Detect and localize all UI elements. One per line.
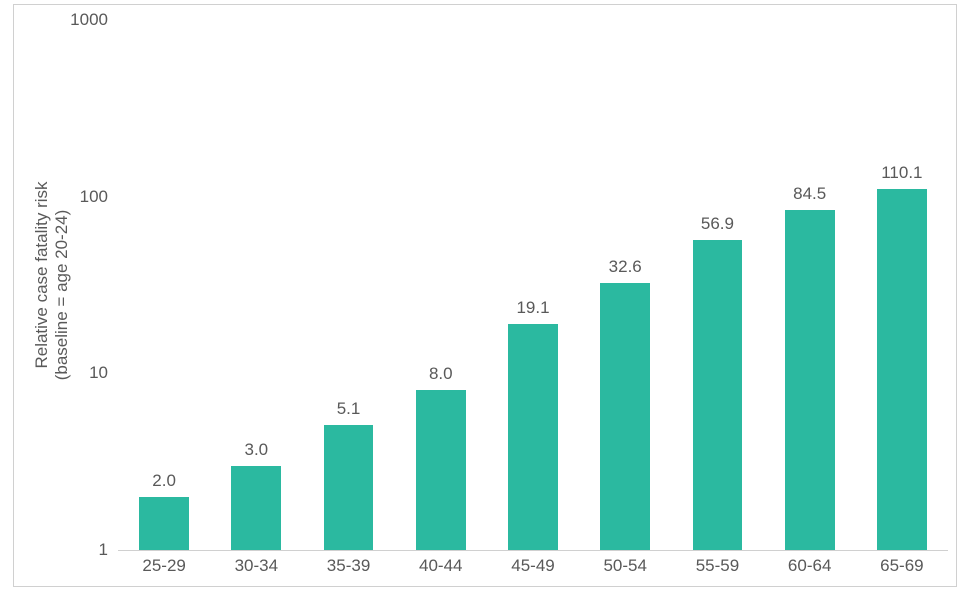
y-tick-label: 100 xyxy=(80,187,108,207)
bar xyxy=(324,425,374,550)
bar-value-label: 110.1 xyxy=(881,163,922,183)
bar-value-label: 56.9 xyxy=(701,214,734,234)
bar-value-label: 32.6 xyxy=(609,257,642,277)
bar-value-label: 3.0 xyxy=(245,440,269,460)
bar-value-label: 8.0 xyxy=(429,364,453,384)
x-tick-label: 45-49 xyxy=(511,556,554,576)
bar xyxy=(877,189,927,550)
bar-value-label: 19.1 xyxy=(516,298,549,318)
x-tick-label: 60-64 xyxy=(788,556,831,576)
y-tick-label: 10 xyxy=(89,363,108,383)
bar xyxy=(231,466,281,550)
x-tick-label: 50-54 xyxy=(603,556,646,576)
bar xyxy=(693,240,743,550)
bar xyxy=(416,390,466,550)
bar xyxy=(139,497,189,550)
bar xyxy=(785,210,835,550)
x-tick-label: 55-59 xyxy=(696,556,739,576)
x-tick-label: 30-34 xyxy=(235,556,278,576)
bar xyxy=(600,283,650,550)
x-axis-line xyxy=(118,550,948,551)
bar-value-label: 2.0 xyxy=(152,471,176,491)
bar-value-label: 5.1 xyxy=(337,399,361,419)
y-axis-title-line1: Relative case fatality risk xyxy=(32,181,52,368)
x-tick-label: 35-39 xyxy=(327,556,370,576)
x-tick-label: 65-69 xyxy=(880,556,923,576)
bar-value-label: 84.5 xyxy=(793,184,826,204)
x-tick-label: 25-29 xyxy=(142,556,185,576)
x-tick-label: 40-44 xyxy=(419,556,462,576)
y-tick-label: 1 xyxy=(99,540,108,560)
y-axis-title-line2: (baseline = age 20-24) xyxy=(52,210,72,381)
bar xyxy=(508,324,558,550)
y-tick-label: 1000 xyxy=(70,10,108,30)
